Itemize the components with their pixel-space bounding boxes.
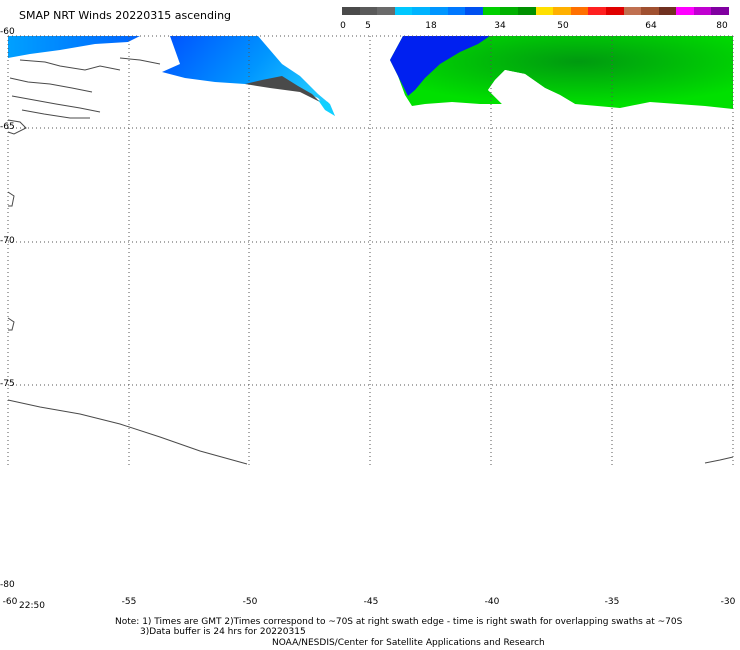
colorbar-swatch <box>342 7 360 15</box>
colorbar-swatch <box>641 7 659 15</box>
colorbar-swatch <box>605 7 624 15</box>
footer-note-2: 3)Data buffer is 24 hrs for 20220315 <box>140 627 306 637</box>
x-label-40: -40 <box>484 597 500 607</box>
swath-right-blue <box>390 36 490 96</box>
map-title: SMAP NRT Winds 20220315 ascending <box>19 9 232 22</box>
map-grid <box>7 35 734 465</box>
x-label-55: -55 <box>121 597 137 607</box>
colorbar-swatch <box>517 7 536 15</box>
time-label: 22:50 <box>19 601 45 611</box>
colorbar-swatch <box>623 7 642 15</box>
swath-right <box>390 36 733 109</box>
colorbar-swatch <box>377 7 395 15</box>
x-label-45: -45 <box>363 597 379 607</box>
x-label-50: -50 <box>242 597 258 607</box>
colorbar-swatch <box>482 7 501 15</box>
colorbar-swatch <box>500 7 518 15</box>
colorbar-label-80: 80 <box>716 21 728 31</box>
swath-left <box>8 36 140 58</box>
footer-note-3: NOAA/NESDIS/Center for Satellite Applica… <box>272 638 545 648</box>
colorbar-swatch <box>465 7 483 15</box>
swath-middle-cyan-tip <box>318 100 335 116</box>
colorbar-label-34: 34 <box>494 21 506 31</box>
colorbar-swatch <box>429 7 448 15</box>
colorbar-swatch <box>359 7 378 15</box>
y-label-65: -65 <box>0 122 15 132</box>
x-label-30: -30 <box>720 597 736 607</box>
swath-middle-dark-edge <box>245 76 320 102</box>
footer-note-1: Note: 1) Times are GMT 2)Times correspon… <box>115 617 683 627</box>
colorbar-swatch <box>394 7 413 15</box>
colorbar-swatch <box>553 7 571 15</box>
colorbar-label-50: 50 <box>557 21 569 31</box>
colorbar-label-0: 0 <box>340 21 346 31</box>
colorbar-label-64: 64 <box>645 21 657 31</box>
colorbar-swatch <box>412 7 430 15</box>
wind-speed-colorbar <box>342 7 730 15</box>
colorbar-swatch <box>693 7 712 15</box>
colorbar-swatch <box>447 7 466 15</box>
colorbar-swatch <box>676 7 694 15</box>
colorbar-label-18: 18 <box>425 21 437 31</box>
colorbar-swatch <box>658 7 677 15</box>
swath-right-white-gap <box>488 70 575 104</box>
coastline <box>7 57 734 465</box>
x-label-35: -35 <box>604 597 620 607</box>
y-label-80: -80 <box>0 580 15 590</box>
y-label-70: -70 <box>0 236 15 246</box>
y-label-60: -60 <box>0 27 15 37</box>
y-label-75: -75 <box>0 379 15 389</box>
x-label-60: -60 <box>2 597 18 607</box>
colorbar-swatch <box>535 7 554 15</box>
colorbar-swatch <box>588 7 606 15</box>
colorbar-label-5: 5 <box>365 21 371 31</box>
colorbar-swatch <box>570 7 589 15</box>
colorbar-swatch <box>711 7 730 15</box>
